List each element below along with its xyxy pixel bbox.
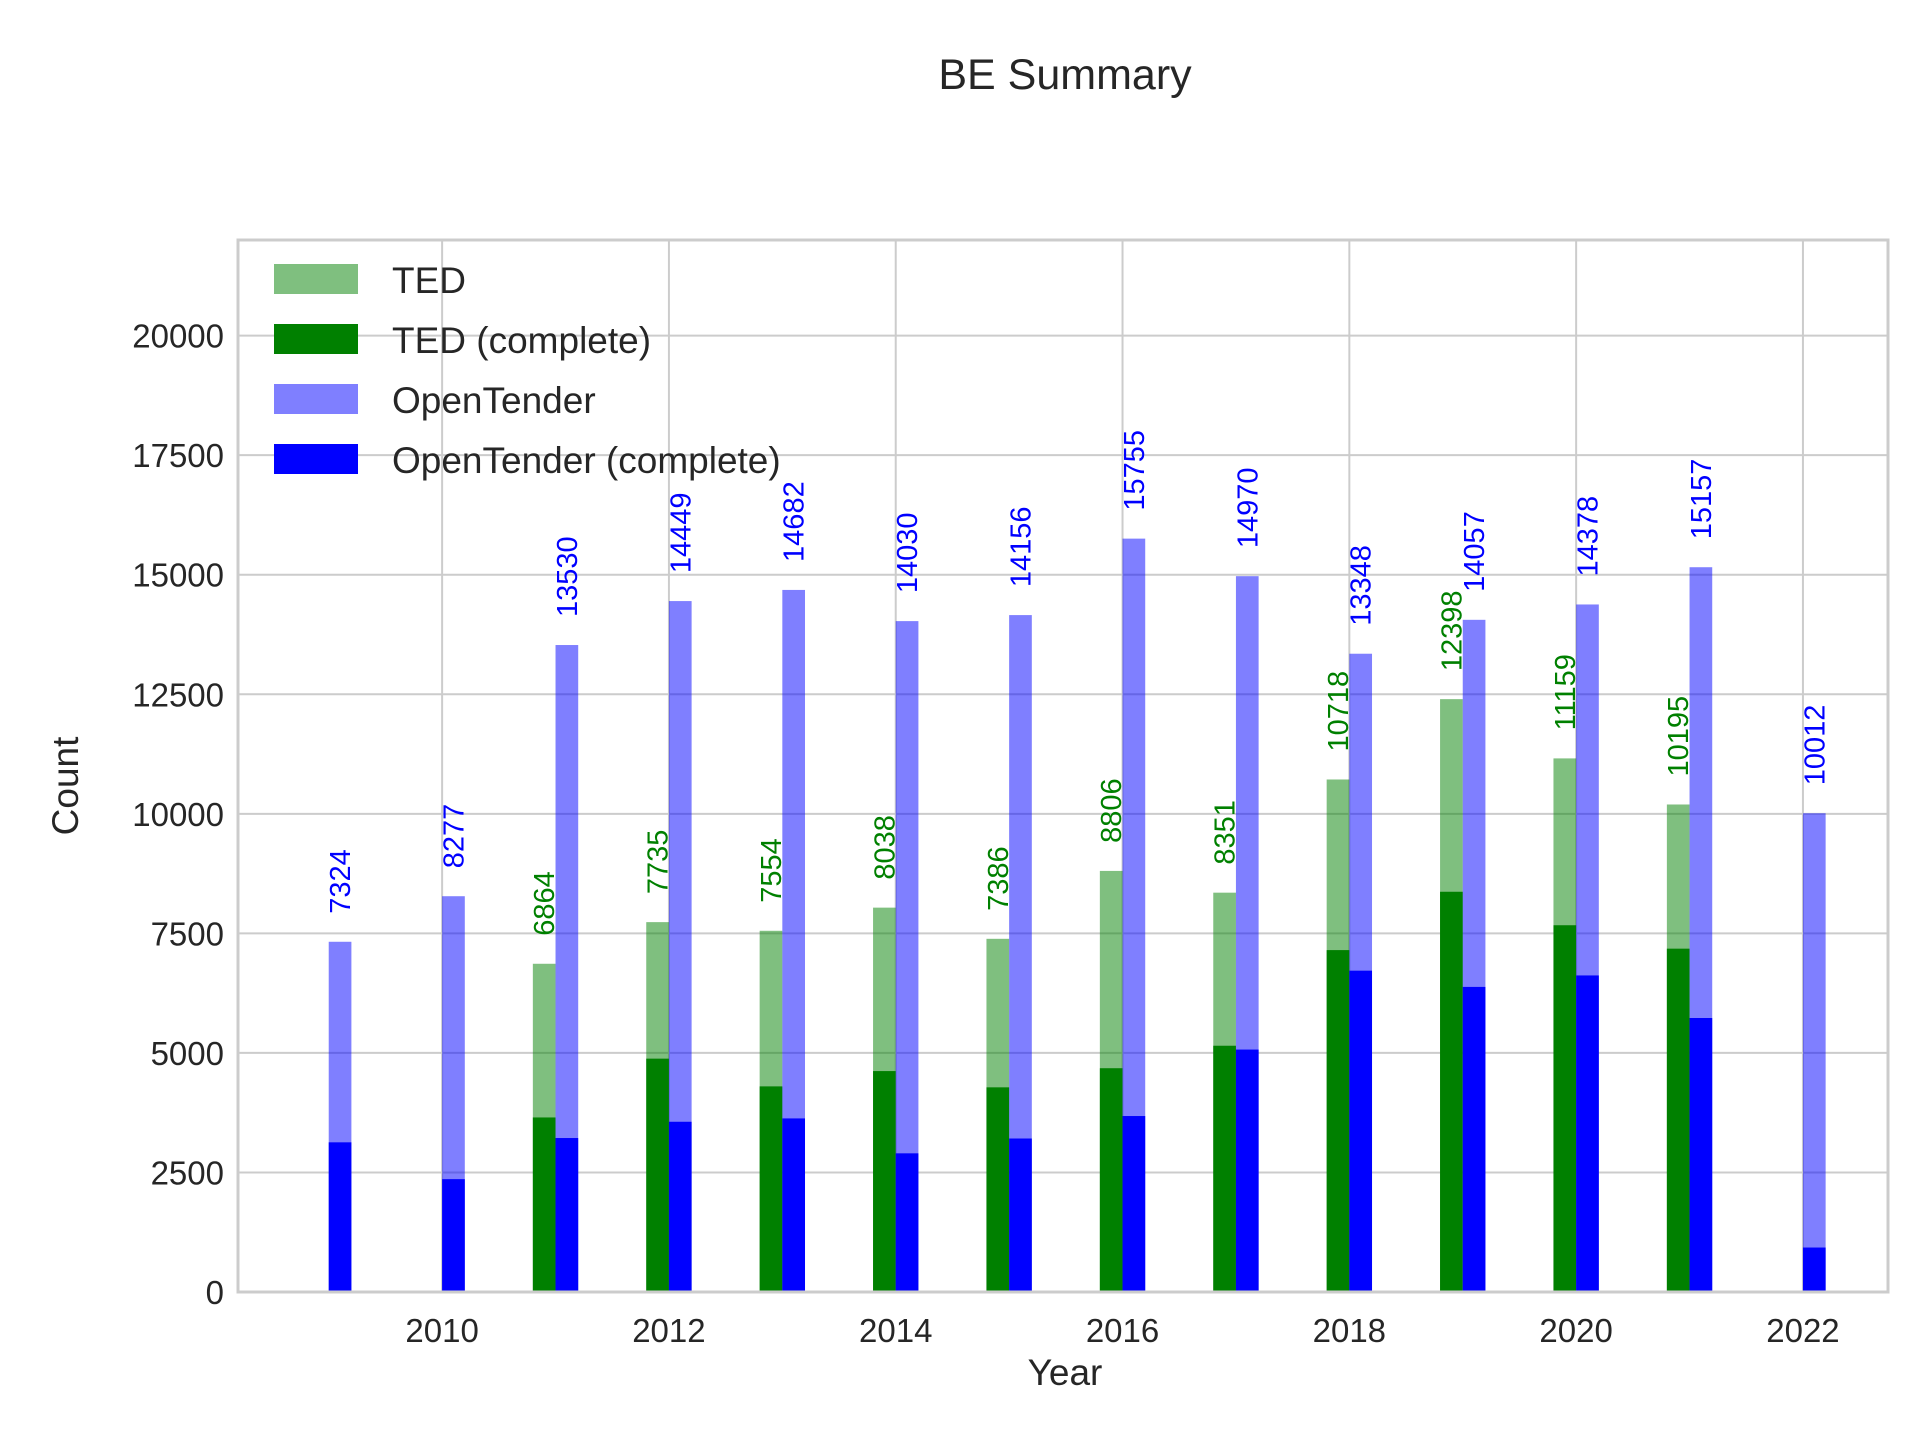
x-tick-label: 2016 [1086, 1312, 1159, 1349]
bar-opentender-complete [782, 1118, 806, 1292]
data-label-opentender: 8277 [438, 804, 470, 869]
plot-frame [236, 238, 1890, 1294]
bar-ted-complete [986, 1087, 1010, 1292]
bar-ted-complete [1440, 891, 1463, 1292]
bar-opentender [1802, 813, 1826, 1292]
bar-ted-complete [1099, 1068, 1123, 1292]
bar-opentender-complete [328, 1142, 352, 1292]
bar-ted-complete [1553, 925, 1577, 1292]
legend-label-ted: TED [392, 260, 466, 301]
y-tick-label: 2500 [151, 1154, 224, 1191]
y-tick-label: 10000 [132, 796, 224, 833]
data-label-ted: 12398 [1436, 590, 1468, 671]
x-tick-label: 2014 [859, 1312, 932, 1349]
data-label-ted: 7735 [643, 830, 675, 895]
data-labels: 6864 7735 7554 8038 7386 8806 8351 10718 12398 11… [325, 430, 1831, 936]
legend-label-opentender: OpenTender [392, 380, 596, 421]
bars [328, 538, 1826, 1292]
bar-opentender [555, 645, 579, 1292]
data-label-ted: 8806 [1096, 778, 1128, 843]
data-label-opentender: 14378 [1572, 496, 1604, 577]
data-label-opentender: 10012 [1799, 705, 1831, 786]
bar-opentender [1009, 615, 1032, 1292]
bar-opentender [895, 621, 919, 1292]
x-tick-label: 2022 [1766, 1312, 1839, 1349]
bar-opentender-complete [1122, 1116, 1146, 1292]
data-label-opentender: 14970 [1232, 468, 1264, 549]
y-tick-label: 20000 [132, 318, 224, 355]
legend-label-ted-complete: TED (complete) [392, 320, 651, 361]
data-label-opentender: 15157 [1686, 459, 1718, 540]
data-label-ted: 10718 [1323, 671, 1355, 752]
bar-opentender-complete [1462, 986, 1486, 1292]
y-tick-label: 5000 [151, 1035, 224, 1072]
y-tick-label: 0 [206, 1274, 224, 1311]
y-tick-label: 7500 [151, 915, 224, 952]
bar-opentender [1122, 538, 1146, 1292]
bar-opentender [668, 601, 692, 1292]
data-label-ted: 8038 [869, 815, 901, 880]
x-tick-label: 2018 [1313, 1312, 1386, 1349]
data-label-opentender: 14057 [1459, 511, 1491, 592]
data-label-ted: 7386 [983, 846, 1015, 911]
bar-opentender-complete [442, 1179, 465, 1292]
bar-opentender-complete [895, 1153, 919, 1292]
bar-opentender-complete [1689, 1018, 1713, 1292]
bar-opentender-complete [1576, 975, 1599, 1292]
chart-title: BE Summary [938, 51, 1192, 99]
legend: TED TED (complete) OpenTender OpenTender (c… [274, 260, 781, 481]
bar-ted-complete [1326, 950, 1350, 1292]
x-axis-label: Year [1028, 1352, 1103, 1393]
legend-label-opentender-complete: OpenTender (complete) [392, 440, 781, 481]
bar-ted-complete [646, 1058, 669, 1292]
y-tick-label: 17500 [132, 437, 224, 474]
bar-ted-complete [1213, 1045, 1236, 1292]
legend-swatch-opentender [274, 384, 358, 414]
data-label-ted: 10195 [1663, 696, 1695, 777]
data-label-opentender: 7324 [325, 849, 357, 914]
bar-ted-complete [759, 1086, 783, 1292]
x-tick-label: 2012 [632, 1312, 705, 1349]
bar-opentender-complete [668, 1121, 692, 1292]
bar-opentender-complete [1802, 1247, 1826, 1292]
bar-ted-complete [1666, 948, 1690, 1292]
x-tick-label: 2020 [1539, 1312, 1612, 1349]
data-label-opentender: 13530 [552, 536, 584, 617]
bar-opentender [782, 589, 806, 1292]
x-tick-label: 2010 [405, 1312, 478, 1349]
bar-opentender-complete [1235, 1049, 1259, 1292]
bar-opentender-complete [1009, 1138, 1032, 1292]
data-label-opentender: 14682 [779, 481, 811, 562]
legend-swatch-ted [274, 264, 358, 294]
data-label-opentender: 13348 [1346, 545, 1378, 626]
bar-opentender-complete [1349, 970, 1373, 1292]
data-label-opentender: 14449 [665, 492, 697, 573]
data-label-ted: 8351 [1210, 800, 1242, 865]
bar-ted-complete [873, 1071, 896, 1292]
x-axis-ticks: 2010 2012 2014 2016 2018 2020 2022 [405, 1312, 1839, 1349]
legend-swatch-ted-complete [274, 324, 358, 354]
data-label-opentender: 15755 [1119, 430, 1151, 511]
bar-ted-complete [532, 1117, 556, 1292]
data-label-opentender: 14030 [892, 512, 924, 593]
data-label-ted: 7554 [756, 838, 788, 903]
y-axis-ticks: 0 2500 5000 7500 10000 12500 15000 17500 20000 [132, 318, 224, 1311]
data-label-ted: 11159 [1550, 654, 1582, 730]
data-label-ted: 6864 [529, 871, 561, 936]
data-label-opentender: 14156 [1005, 506, 1037, 587]
y-tick-label: 15000 [132, 557, 224, 594]
y-axis-label: Count [45, 736, 86, 835]
y-tick-label: 12500 [132, 676, 224, 713]
legend-swatch-opentender-complete [274, 444, 358, 474]
bar-opentender-complete [555, 1138, 579, 1292]
